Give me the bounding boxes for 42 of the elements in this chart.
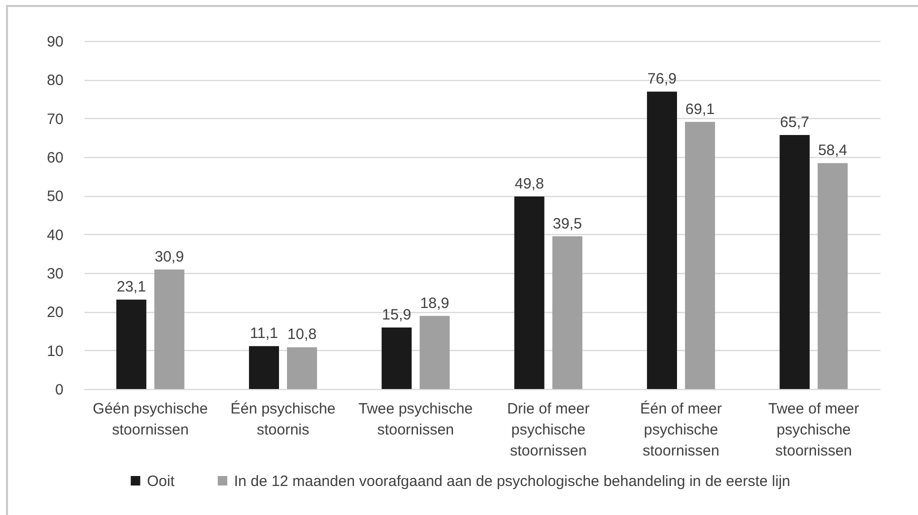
y-tick-label: 60 bbox=[46, 150, 64, 166]
x-tick-label: Twee psychische stoornissen bbox=[358, 400, 473, 438]
x-tick-label: Één psychische stoornis bbox=[230, 400, 336, 438]
bar bbox=[780, 134, 810, 389]
bar bbox=[420, 316, 450, 389]
legend-label: In de 12 maanden voorafgaand aan de psychologische behandeling in de eerste lijn bbox=[234, 472, 790, 490]
y-tick-label: 20 bbox=[46, 304, 64, 322]
data-label: 58,4 bbox=[818, 142, 848, 160]
x-tick-label: Géén psychische stoornissen bbox=[92, 400, 208, 438]
data-label: 30,9 bbox=[154, 248, 184, 266]
y-tick-label: 80 bbox=[46, 72, 64, 90]
bar bbox=[382, 328, 412, 389]
data-label: 15,9 bbox=[382, 306, 412, 324]
bar bbox=[514, 196, 544, 389]
data-label: 18,9 bbox=[420, 294, 450, 312]
y-tick-label: 50 bbox=[46, 188, 64, 206]
data-label: 23,1 bbox=[116, 278, 146, 296]
bar bbox=[248, 346, 280, 389]
bar bbox=[154, 270, 184, 389]
y-tick-label: 70 bbox=[46, 110, 64, 128]
bar bbox=[818, 163, 848, 389]
y-tick-label: 40 bbox=[46, 226, 64, 244]
x-tick-label: Drie of meer psychische stoornissen bbox=[507, 400, 590, 460]
bar bbox=[552, 236, 582, 389]
x-tick-label: Twee of meer psychische stoornissen bbox=[768, 400, 860, 460]
data-label: 76,9 bbox=[647, 70, 677, 88]
bar bbox=[286, 347, 318, 389]
y-tick-label: 0 bbox=[55, 382, 64, 398]
y-tick-label: 90 bbox=[46, 34, 64, 50]
bar bbox=[684, 122, 716, 389]
legend-label: Ooit bbox=[147, 472, 176, 490]
y-tick-label: 10 bbox=[46, 342, 64, 360]
y-tick-label: 30 bbox=[46, 266, 64, 282]
bar bbox=[646, 92, 678, 389]
data-label: 10,8 bbox=[287, 326, 317, 344]
bar bbox=[116, 300, 146, 389]
data-label: 11,1 bbox=[250, 325, 278, 342]
x-tick-label: Één of meer psychische stoornissen bbox=[640, 400, 722, 460]
data-label: 39,5 bbox=[552, 215, 582, 232]
data-label: 49,8 bbox=[514, 175, 544, 192]
data-label: 69,1 bbox=[685, 100, 715, 118]
data-label: 65,7 bbox=[780, 114, 810, 131]
